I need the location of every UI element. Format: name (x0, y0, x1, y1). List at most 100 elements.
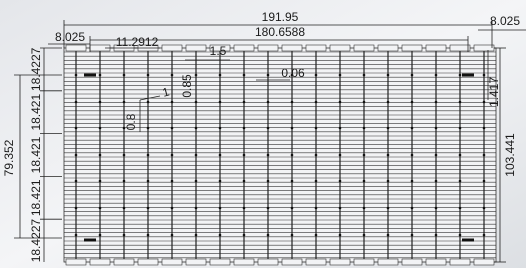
bottom-tooth (282, 259, 302, 265)
node (459, 234, 462, 237)
node (363, 127, 366, 130)
node (267, 127, 270, 130)
node (267, 180, 270, 183)
node (435, 101, 438, 104)
page: 191.95 180.6588 8.025 11.2912 1.5 0.06 0… (0, 0, 526, 268)
row-pitch: 18.4227 (29, 47, 43, 91)
bottom-tooth (354, 259, 374, 265)
node (147, 154, 150, 157)
hole (84, 74, 96, 77)
node (147, 234, 150, 237)
node (99, 101, 102, 104)
top-tooth (426, 45, 446, 51)
node (435, 127, 438, 130)
bottom-tooth (426, 259, 446, 265)
node (123, 74, 126, 77)
node (483, 101, 486, 104)
node (459, 207, 462, 210)
bottom-tooth (378, 259, 398, 265)
node (339, 154, 342, 157)
top-tooth (186, 45, 206, 51)
node (147, 207, 150, 210)
bottom-tooth (474, 259, 494, 265)
node (75, 154, 78, 157)
node (387, 154, 390, 157)
tab-width: 0.8 (124, 113, 138, 130)
bottom-tooth (138, 259, 158, 265)
node (387, 234, 390, 237)
node (99, 127, 102, 130)
node (219, 207, 222, 210)
node (267, 154, 270, 157)
node (123, 234, 126, 237)
node (243, 180, 246, 183)
node (291, 101, 294, 104)
node (411, 207, 414, 210)
node (171, 234, 174, 237)
bottom-tooth (258, 259, 278, 265)
node (363, 74, 366, 77)
node (315, 154, 318, 157)
hole (462, 239, 474, 242)
node (219, 101, 222, 104)
node (411, 101, 414, 104)
node (99, 234, 102, 237)
node (195, 180, 198, 183)
bottom-tooth (402, 259, 422, 265)
node (315, 101, 318, 104)
node (147, 180, 150, 183)
node (459, 74, 462, 77)
top-tooth (234, 45, 254, 51)
node (363, 180, 366, 183)
node (171, 180, 174, 183)
node (99, 180, 102, 183)
top-tooth (474, 45, 494, 51)
node (483, 127, 486, 130)
left-margin: 8.025 (55, 30, 85, 44)
node (339, 74, 342, 77)
node (99, 154, 102, 157)
node (291, 180, 294, 183)
node (291, 207, 294, 210)
node (411, 180, 414, 183)
top-tooth (162, 45, 182, 51)
node (411, 154, 414, 157)
node (123, 154, 126, 157)
row-pitch: 18.421 (29, 179, 43, 216)
plate (64, 45, 496, 265)
node (75, 180, 78, 183)
node (195, 154, 198, 157)
node (363, 154, 366, 157)
bottom-tooth (210, 259, 230, 265)
right-offset: 1.417 (487, 77, 501, 107)
node (291, 154, 294, 157)
top-tooth (450, 45, 470, 51)
node (243, 207, 246, 210)
node (315, 234, 318, 237)
hole (84, 239, 96, 242)
bottom-tooth (90, 259, 110, 265)
node (123, 207, 126, 210)
node (363, 207, 366, 210)
node (483, 74, 486, 77)
node (291, 234, 294, 237)
node (387, 101, 390, 104)
node (147, 74, 150, 77)
node (387, 180, 390, 183)
node (363, 101, 366, 104)
node (267, 207, 270, 210)
node (483, 180, 486, 183)
node (195, 101, 198, 104)
node (339, 207, 342, 210)
node (99, 74, 102, 77)
node (339, 180, 342, 183)
node (123, 101, 126, 104)
bottom-tooth (114, 259, 134, 265)
node (387, 74, 390, 77)
node (339, 101, 342, 104)
inner-height: 79.352 (2, 139, 16, 176)
bottom-tooth (234, 259, 254, 265)
node (315, 74, 318, 77)
node (195, 127, 198, 130)
top-tooth (258, 45, 278, 51)
